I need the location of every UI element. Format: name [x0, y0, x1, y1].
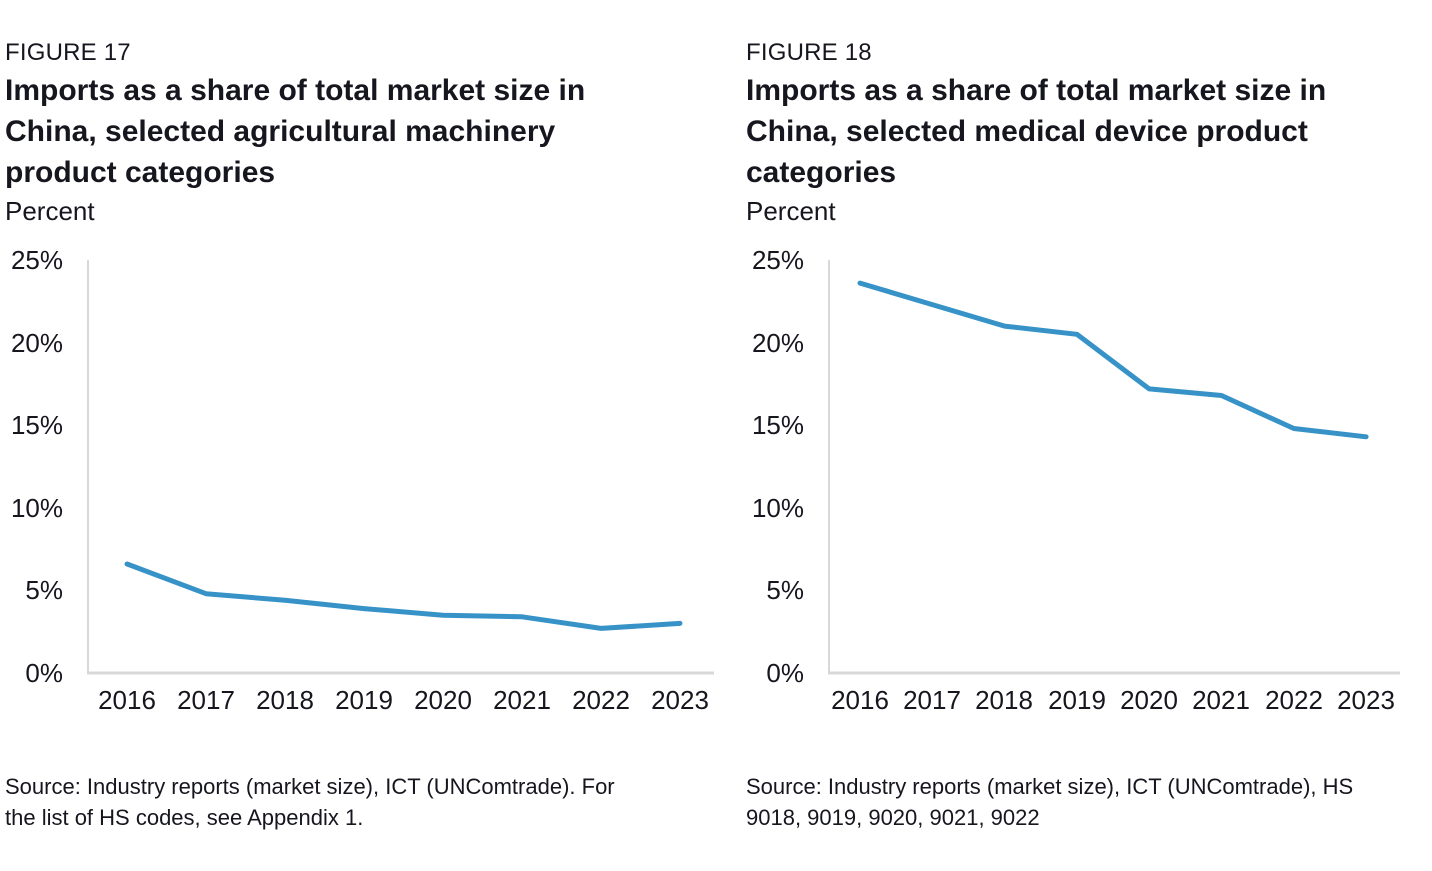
- y-tick-label: 0%: [766, 658, 804, 688]
- y-axis-unit-label: Percent: [746, 196, 836, 226]
- x-tick-label: 2019: [1048, 685, 1106, 715]
- x-tick-label: 2020: [414, 685, 472, 715]
- source-note-line: the list of HS codes, see Appendix 1.: [5, 805, 364, 830]
- data-line-imports-share: [124, 561, 683, 631]
- y-tick-label: 25%: [752, 250, 804, 275]
- x-tick-label: 2021: [1192, 685, 1250, 715]
- line-chart: 25% 20% 15% 10% 5% 0% 2016 2017 2018 201…: [11, 250, 714, 715]
- x-tick-label: 2018: [256, 685, 314, 715]
- figure-title-line: Imports as a share of total market size …: [5, 74, 586, 107]
- y-tick-label: 20%: [11, 328, 63, 358]
- y-tick-label: 15%: [11, 410, 63, 440]
- figure-18: FIGURE 18 Imports as a share of total ma…: [746, 0, 1432, 871]
- x-tick-label: 2022: [1265, 685, 1323, 715]
- y-tick-label: 10%: [752, 493, 804, 523]
- source-note-line: Source: Industry reports (market size), …: [5, 774, 615, 799]
- source-note: Source: Industry reports (market size), …: [746, 771, 1353, 833]
- x-tick-label: 2017: [903, 685, 961, 715]
- x-tick-label: 2021: [493, 685, 551, 715]
- figure-title: Imports as a share of total market size …: [5, 70, 585, 193]
- x-tick-label: 2016: [98, 685, 156, 715]
- figure-title-line: Imports as a share of total market size …: [746, 74, 1327, 107]
- y-tick-label: 25%: [11, 250, 63, 275]
- source-note-line: 9018, 9019, 9020, 9021, 9022: [746, 805, 1040, 830]
- figure-title-line: China, selected medical device product: [746, 115, 1308, 148]
- x-tick-label: 2022: [572, 685, 630, 715]
- line-chart: 25% 20% 15% 10% 5% 0% 2016 2017 2018 201…: [752, 250, 1400, 715]
- figure-title-line: categories: [746, 156, 897, 189]
- figure-title-line: product categories: [5, 156, 276, 189]
- y-tick-label: 10%: [11, 493, 63, 523]
- x-tick-label: 2018: [975, 685, 1033, 715]
- x-tick-label: 2020: [1120, 685, 1178, 715]
- figure-label: FIGURE 18: [746, 39, 872, 66]
- x-tick-label: 2016: [831, 685, 889, 715]
- figure-title: Imports as a share of total market size …: [746, 70, 1326, 193]
- x-tick-label: 2019: [335, 685, 393, 715]
- source-note: Source: Industry reports (market size), …: [5, 771, 615, 833]
- y-tick-label: 15%: [752, 410, 804, 440]
- figure-label: FIGURE 17: [5, 39, 131, 66]
- x-tick-label: 2017: [177, 685, 235, 715]
- data-line-imports-share: [857, 280, 1369, 440]
- y-tick-label: 5%: [25, 575, 63, 605]
- y-tick-label: 0%: [25, 658, 63, 688]
- x-tick-label: 2023: [1337, 685, 1395, 715]
- figure-17: FIGURE 17 Imports as a share of total ma…: [5, 0, 721, 871]
- y-tick-label: 5%: [766, 575, 804, 605]
- source-note-line: Source: Industry reports (market size), …: [746, 774, 1354, 799]
- x-tick-label: 2023: [651, 685, 709, 715]
- figure-title-line: China, selected agricultural machinery: [5, 115, 556, 148]
- y-axis-unit-label: Percent: [5, 196, 95, 226]
- y-tick-label: 20%: [752, 328, 804, 358]
